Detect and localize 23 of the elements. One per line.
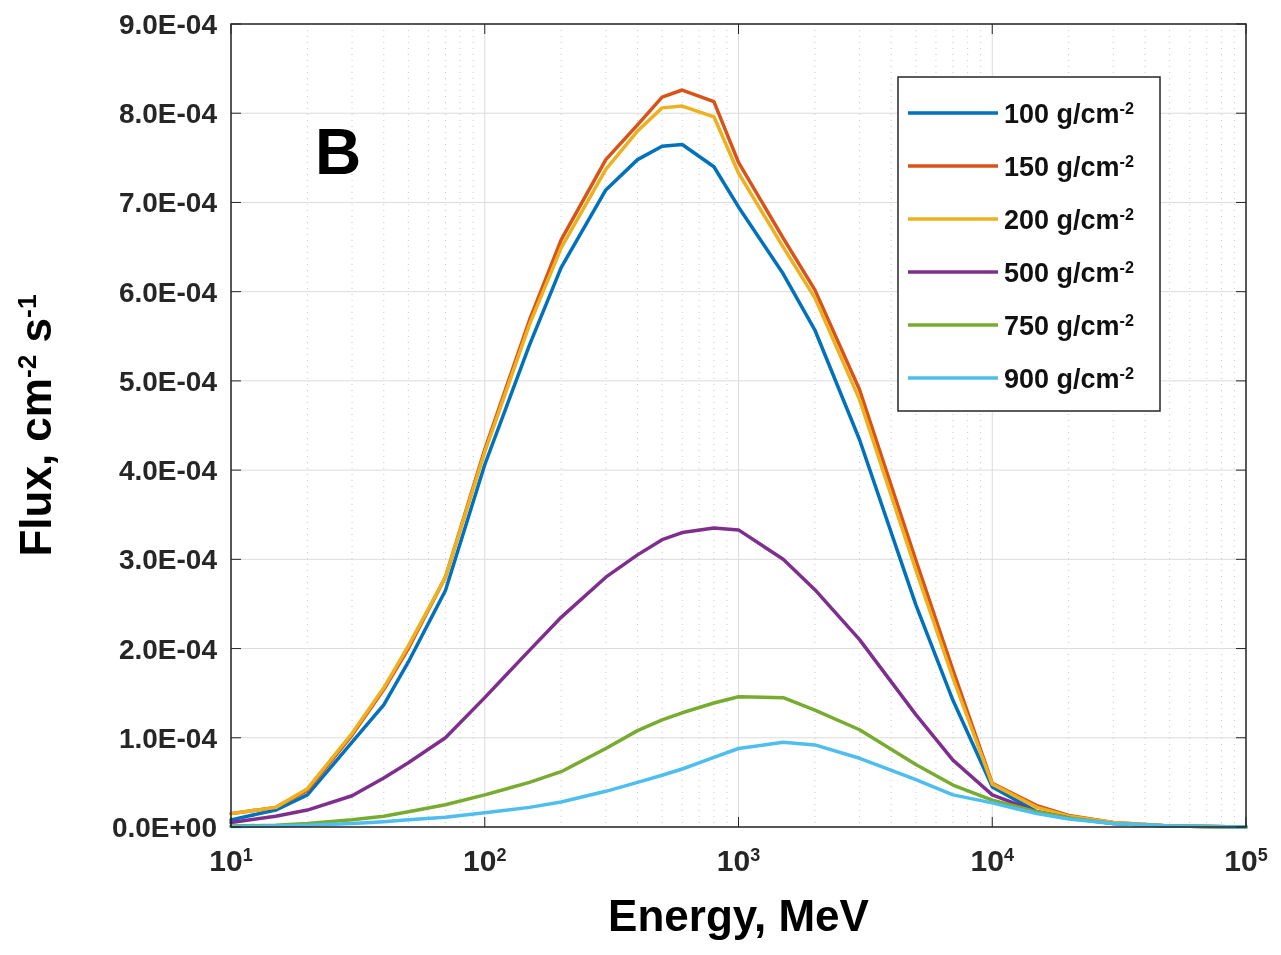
y-tick-label: 5.0E-04 — [118, 365, 218, 397]
y-tick-label: 7.0E-04 — [118, 187, 218, 219]
legend-label: 750 g/cm$^{-2}$ — [1004, 311, 1134, 341]
y-tick-label: 3.0E-04 — [118, 544, 218, 576]
y-tick-label: 8.0E-04 — [118, 98, 218, 130]
annotation: B — [315, 116, 362, 188]
legend-label: 500 g/cm$^{-2}$ — [1004, 258, 1134, 288]
x-tick-label: 10$^{3}$ — [716, 844, 761, 877]
x-tick-label: 10$^{2}$ — [463, 844, 507, 877]
legend-label: 900 g/cm$^{-2}$ — [1004, 364, 1134, 394]
y-tick-label: 2.0E-04 — [118, 633, 218, 665]
y-tick-label: 4.0E-04 — [118, 455, 218, 487]
x-tick-label: 10$^{5}$ — [1224, 844, 1268, 877]
x-tick-label: 10$^{1}$ — [209, 844, 253, 877]
y-tick-label: 9.0E-04 — [118, 9, 218, 40]
legend-label: 200 g/cm$^{-2}$ — [1004, 205, 1134, 235]
legend-label: 100 g/cm$^{-2}$ — [1004, 99, 1134, 129]
x-axis-title: Energy, MeV — [608, 891, 870, 940]
x-tick-label: 10$^{4}$ — [970, 844, 1014, 877]
y-tick-label: 0.0E+00 — [111, 812, 217, 843]
legend-label: 150 g/cm$^{-2}$ — [1004, 152, 1134, 182]
y-tick-label: 6.0E-04 — [118, 276, 218, 308]
y-tick-label: 1.0E-04 — [118, 722, 218, 754]
